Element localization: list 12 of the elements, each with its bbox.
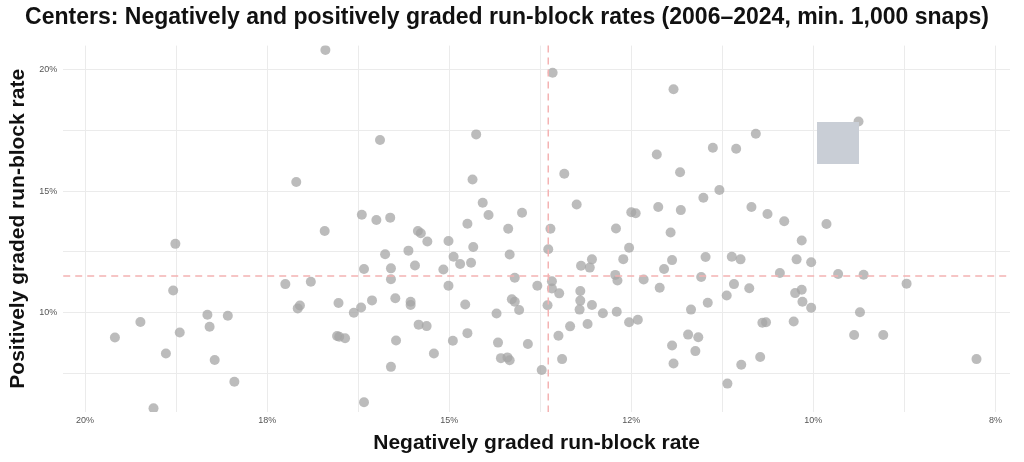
x-tick-label: 10% — [804, 414, 823, 425]
x-tick-label: 20% — [76, 414, 95, 425]
x-tick-label: 8% — [988, 414, 1002, 425]
x-tick-label: 12% — [622, 414, 641, 425]
y-tick-label: 15% — [39, 185, 58, 196]
x-axis-title: Negatively graded run-block rate — [373, 430, 700, 454]
x-tick-label: 15% — [440, 414, 459, 425]
chart-title: Centers: Negatively and positively graded run-block rates (2006–2024, min. 1,000 snaps) — [25, 3, 989, 30]
y-tick-label: 10% — [39, 307, 58, 317]
y-tick-label: 20% — [39, 64, 58, 75]
y-axis-title: Positively graded run-block rate — [5, 68, 29, 389]
x-tick-label: 18% — [258, 414, 277, 425]
